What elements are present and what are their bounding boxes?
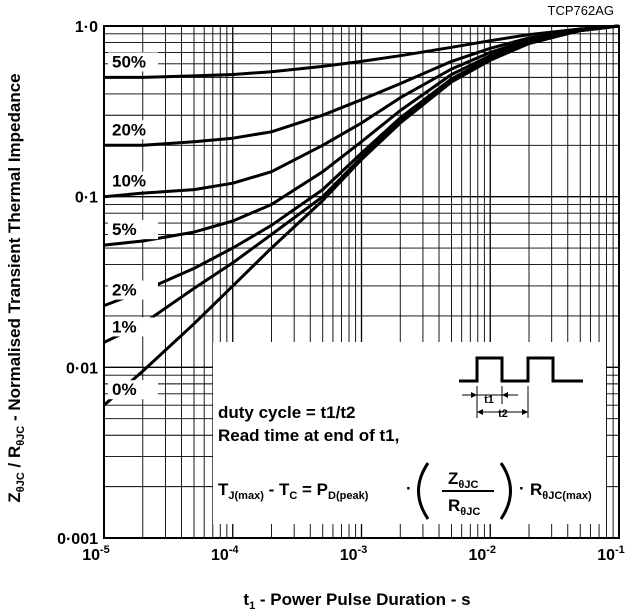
series-label-5pct: 5% (108, 220, 158, 240)
series-line-50pct (104, 24, 620, 79)
series-label-text: 0% (112, 380, 137, 399)
series-label-text: 20% (112, 120, 146, 139)
formula-num-sub: θJC (458, 479, 478, 491)
series-label-text: 1% (112, 317, 137, 336)
series-label-10pct: 10% (108, 171, 158, 191)
formula-dot-1: · (406, 479, 412, 498)
series-label-bg (108, 380, 158, 400)
formula-tj-sub: J(max) (228, 490, 264, 502)
curves (103, 24, 620, 407)
formula-denominator: RθJC (448, 496, 480, 518)
formula-num-z: Z (448, 469, 458, 488)
read-time-note: Read time at end of t1, (218, 426, 399, 445)
formula-tc-sub: C (289, 490, 297, 502)
t1-arrowhead-right (502, 392, 508, 398)
formula-den-sub: θJC (460, 506, 480, 518)
formula-den-r: R (448, 496, 460, 515)
x-tick-label: 10-4 (211, 544, 239, 564)
y-tick-label: 1·0 (75, 19, 98, 36)
t2-arrowhead-right (522, 409, 528, 415)
plot-frame (103, 25, 620, 539)
y-tick-label: 0·001 (57, 531, 98, 548)
series-label-bg (108, 317, 158, 337)
x-axis-title-sub: 1 (249, 600, 255, 612)
formula-pd-sub: D(peak) (328, 490, 369, 502)
series-label-2pct: 2% (108, 280, 158, 300)
x-tick-label: 10-1 (597, 544, 625, 564)
y-axis-title-rest: - Normalised Transient Thermal Impedance (5, 73, 24, 425)
series-label-20pct: 20% (108, 120, 158, 140)
pulse-waveform (459, 356, 583, 383)
series-line-20pct (104, 24, 620, 147)
reference-label: TCP762AG (548, 3, 614, 18)
series-label-text: 50% (112, 52, 146, 71)
pulse-diagram (459, 356, 583, 418)
pulse-t1-label: t1 (484, 394, 494, 406)
y-tick-label: 0·1 (75, 190, 98, 207)
y-axis-title-mid: / R (5, 446, 24, 472)
duty-cycle-note: duty cycle = t1/t2 (218, 403, 355, 422)
series-label-text: 10% (112, 172, 146, 191)
series-label-bg (108, 52, 158, 72)
series-line-5pct (103, 24, 620, 247)
annotation-box (213, 342, 606, 524)
formula-tj: T (218, 480, 229, 499)
formula-minus-tc: - T (264, 480, 290, 499)
series-label-0pct: 0% (108, 380, 158, 400)
series-label-text: 5% (112, 220, 137, 239)
series-label-bg (108, 120, 158, 140)
series-line-0pct (103, 24, 620, 407)
series-labels: 50% 20% 10% 5% 2% 1% 0% (108, 52, 158, 400)
formula-eq-pd: = P (297, 480, 328, 499)
y-axis-ticks: 1·0 0·1 0·01 0·001 (57, 19, 98, 548)
x-axis-title-rest: - Power Pulse Duration - s (255, 590, 470, 609)
x-axis-title-t: t (243, 590, 249, 609)
y-axis-title-rsub: θJC (15, 426, 27, 446)
x-axis-ticks: 10-5 10-4 10-3 10-2 10-1 (82, 544, 625, 564)
formula-numerator: ZθJC (448, 469, 478, 491)
y-axis-title-zsub: θJC (15, 472, 27, 492)
t1-arrowhead-left (471, 392, 477, 398)
pulse-t2-label: t2 (498, 408, 508, 420)
formula-r-sub: θJC(max) (542, 490, 592, 502)
formula-left-paren (417, 462, 430, 520)
y-axis-title-z: Z (5, 492, 24, 502)
series-label-bg (108, 171, 158, 191)
formula-lhs: TJ(max) - TC = PD(peak) (218, 480, 369, 502)
formula-dot-2: · (519, 479, 525, 498)
series-label-text: 2% (112, 281, 137, 300)
x-tick-label: 10-2 (468, 544, 496, 564)
thermal-formula: TJ(max) - TC = PD(peak) · ZθJC RθJC · Rθ… (218, 462, 592, 520)
x-tick-label: 10-3 (340, 544, 368, 564)
x-tick-label: 10-5 (82, 544, 110, 564)
t2-arrowhead-left (477, 409, 483, 415)
y-tick-label: 0·01 (66, 360, 98, 377)
formula-rth: RθJC(max) (530, 480, 592, 502)
series-label-1pct: 1% (108, 317, 158, 337)
y-axis-title: ZθJC / RθJC - Normalised Transient Therm… (5, 73, 27, 502)
series-label-bg (108, 280, 158, 300)
x-axis-title: t1 - Power Pulse Duration - s (243, 590, 470, 612)
formula-r: R (530, 480, 542, 499)
formula-right-paren (499, 462, 512, 520)
series-label-50pct: 50% (108, 52, 158, 72)
series-label-bg (108, 220, 158, 240)
